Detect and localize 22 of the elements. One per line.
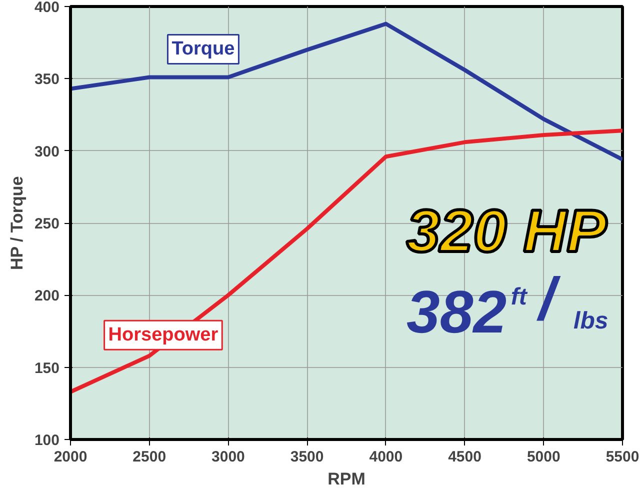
y-tick-label: 250 xyxy=(34,216,60,232)
x-tick-label: 2500 xyxy=(132,448,166,466)
x-tick-label: 5500 xyxy=(606,448,640,466)
series-label: Horsepower xyxy=(108,324,219,346)
series-label: Torque xyxy=(172,38,235,60)
line-series xyxy=(70,128,622,394)
y-tick-label: 350 xyxy=(34,71,60,88)
x-tick-label: 3500 xyxy=(290,448,324,466)
x-tick-label: 4000 xyxy=(369,448,403,466)
line-series xyxy=(70,22,622,162)
x-tick-label: 5000 xyxy=(526,448,560,466)
y-tick-label: 400 xyxy=(34,0,60,16)
x-tick-label: 2000 xyxy=(54,448,88,466)
y-tick-label: 300 xyxy=(34,143,60,160)
annotation: 320 HP xyxy=(406,198,608,264)
x-tick-label: 4500 xyxy=(448,448,482,466)
x-axis-title: RPM xyxy=(328,470,366,488)
y-tick-label: 200 xyxy=(34,288,60,305)
y-axis-title: HP / Torque xyxy=(7,176,26,270)
y-tick-label: 100 xyxy=(34,432,60,449)
x-tick-label: 3000 xyxy=(212,448,245,466)
y-tick-label: 150 xyxy=(34,360,60,377)
